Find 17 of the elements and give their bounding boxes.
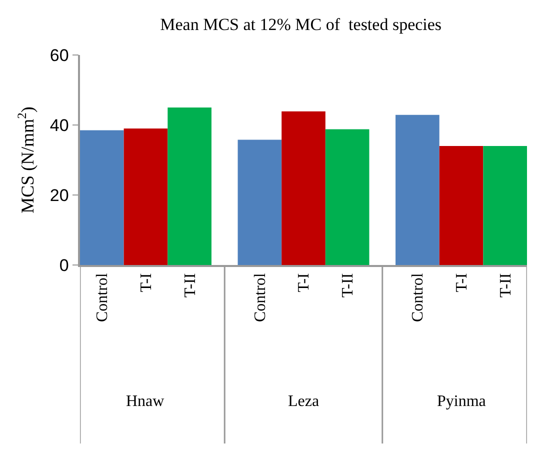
x-tick-label: T-II	[340, 273, 357, 298]
x-tick-label: T-II	[497, 273, 514, 298]
x-tick-label: T-I	[296, 273, 313, 292]
x-tick-label: T-I	[138, 273, 155, 292]
x-tick-label: T-I	[453, 273, 470, 292]
x-tick-label: Control	[410, 272, 427, 322]
text: Hnaw	[126, 393, 165, 410]
x-tick-label: Control	[252, 272, 269, 322]
chart-title: Mean MCS at 12% MC of tested species	[160, 14, 442, 34]
text: Pyinma	[437, 393, 486, 410]
x-tick-label: T-II	[182, 273, 199, 298]
text: Leza	[288, 393, 320, 410]
y-tick-label: 0	[59, 256, 69, 275]
y-tick-label: 20	[50, 186, 69, 205]
x-tick-label: Control	[94, 272, 112, 322]
y-tick-label: 60	[50, 46, 69, 65]
y-tick-label: 40	[50, 116, 69, 135]
